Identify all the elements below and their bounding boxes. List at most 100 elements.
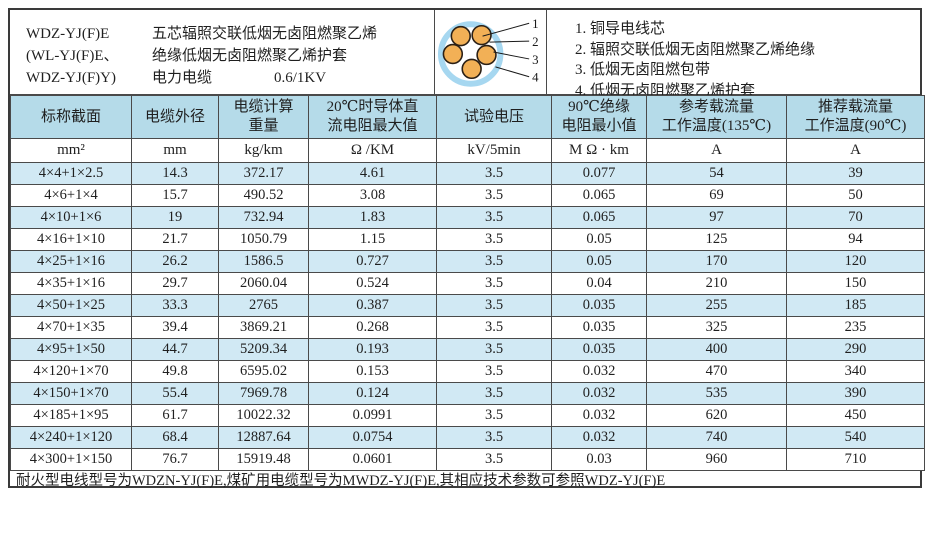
- description-line: 绝缘低烟无卤阻燃聚乙烯护套: [152, 48, 348, 64]
- table-cell: 4×4+1×2.5: [10, 162, 132, 185]
- voltage-rating: 0.6/1KV: [274, 70, 327, 86]
- table-cell: 185: [786, 294, 925, 317]
- table-cell: 4×120+1×70: [10, 360, 132, 383]
- table-cell: 70: [786, 206, 925, 229]
- column-header: 电缆计算 重量: [218, 95, 309, 139]
- table-cell: 0.065: [551, 184, 647, 207]
- table-cell: 0.0754: [308, 426, 437, 449]
- table-cell: 170: [646, 250, 787, 273]
- cable-type-label: 电力电缆: [152, 70, 213, 86]
- table-cell: 3.5: [436, 162, 552, 185]
- cable-core: [476, 44, 497, 66]
- table-cell: 68.4: [131, 426, 219, 449]
- model-code-line: WDZ-YJ(F)E: [26, 26, 110, 42]
- cable-core: [471, 24, 492, 46]
- table-row: 4×185+1×95 61.7 10022.32 0.0991 3.5 0.032 620 4…: [10, 404, 925, 427]
- column-header: 标称截面: [10, 95, 132, 139]
- column-unit: mm: [131, 138, 219, 163]
- table-cell: 15919.48: [218, 448, 309, 471]
- table-cell: 0.0601: [308, 448, 437, 471]
- table-cell: 0.05: [551, 250, 647, 273]
- table-cell: 15.7: [131, 184, 219, 207]
- table-cell: 1050.79: [218, 228, 309, 251]
- spec-table: 标称截面 电缆外径 电缆计算 重量 20℃时导体直 流电阻最大值 试验电压 90…: [10, 95, 925, 471]
- cable-core: [461, 58, 482, 80]
- table-cell: 0.077: [551, 162, 647, 185]
- table-cell: 620: [646, 404, 787, 427]
- column-unit: kg/km: [218, 138, 309, 163]
- table-cell: 55.4: [131, 382, 219, 405]
- table-cell: 3.5: [436, 228, 552, 251]
- title-section: WDZ-YJ(F)E (WL-YJ(F)E、 WDZ-YJ(F)Y) 五芯辐照交…: [10, 10, 920, 99]
- table-cell: 26.2: [131, 250, 219, 273]
- table-cell: 94: [786, 228, 925, 251]
- table-cell: 4×10+1×6: [10, 206, 132, 229]
- table-cell: 97: [646, 206, 787, 229]
- table-cell: 4×150+1×70: [10, 382, 132, 405]
- column-header: 90℃绝缘 电阻最小值: [551, 95, 647, 139]
- table-cell: 0.035: [551, 338, 647, 361]
- table-cell: 3.5: [436, 360, 552, 383]
- callout-line: [495, 66, 530, 78]
- table-cell: 3.5: [436, 206, 552, 229]
- table-cell: 0.065: [551, 206, 647, 229]
- table-cell: 0.04: [551, 272, 647, 295]
- column-unit: A: [646, 138, 787, 163]
- table-cell: 4.61: [308, 162, 437, 185]
- table-cell: 49.8: [131, 360, 219, 383]
- table-cell: 0.035: [551, 294, 647, 317]
- table-cell: 1586.5: [218, 250, 309, 273]
- table-cell: 10022.32: [218, 404, 309, 427]
- model-code-line: WDZ-YJ(F)Y): [26, 70, 116, 86]
- table-cell: 450: [786, 404, 925, 427]
- table-cell: 732.94: [218, 206, 309, 229]
- table-row: 4×16+1×10 21.7 1050.79 1.15 3.5 0.05 125 94: [10, 228, 925, 251]
- table-cell: 3.5: [436, 316, 552, 339]
- table-cell: 4×240+1×120: [10, 426, 132, 449]
- table-cell: 0.032: [551, 360, 647, 383]
- table-cell: 2765: [218, 294, 309, 317]
- table-row: 4×120+1×70 49.8 6595.02 0.153 3.5 0.032 470 340: [10, 360, 925, 383]
- table-cell: 3.5: [436, 250, 552, 273]
- table-cell: 255: [646, 294, 787, 317]
- callout-line: [482, 22, 530, 37]
- legend-item: 4. 低烟无卤阻燃聚乙烯护套: [575, 82, 756, 99]
- table-cell: 3869.21: [218, 316, 309, 339]
- table-units-row: mm² mm kg/km Ω /KM kV/5min M Ω · km A A: [10, 138, 925, 163]
- column-header: 20℃时导体直 流电阻最大值: [308, 95, 437, 139]
- table-cell: 5209.34: [218, 338, 309, 361]
- callout-number: 2: [532, 35, 538, 49]
- table-cell: 0.153: [308, 360, 437, 383]
- legend-item: 1. 铜导电线芯: [575, 21, 666, 37]
- table-cell: 39: [786, 162, 925, 185]
- table-cell: 0.05: [551, 228, 647, 251]
- cable-cross-section-diagram: 1 2 3 4: [437, 17, 539, 87]
- table-cell: 125: [646, 228, 787, 251]
- footnote: 耐火型电线型号为WDZN-YJ(F)E,煤矿用电缆型号为MWDZ-YJ(F)E,…: [16, 473, 666, 489]
- table-cell: 372.17: [218, 162, 309, 185]
- table-cell: 960: [646, 448, 787, 471]
- table-cell: 44.7: [131, 338, 219, 361]
- table-cell: 3.08: [308, 184, 437, 207]
- table-cell: 69: [646, 184, 787, 207]
- table-cell: 33.3: [131, 294, 219, 317]
- column-unit: mm²: [10, 138, 132, 163]
- table-row: 4×50+1×25 33.3 2765 0.387 3.5 0.035 255 185: [10, 294, 925, 317]
- table-cell: 4×25+1×16: [10, 250, 132, 273]
- table-cell: 710: [786, 448, 925, 471]
- table-cell: 4×35+1×16: [10, 272, 132, 295]
- legend-cell: 1. 铜导电线芯 2. 辐照交联低烟无卤阻燃聚乙烯绝缘 3. 低烟无卤阻燃包带 …: [546, 10, 920, 99]
- table-cell: 0.268: [308, 316, 437, 339]
- table-cell: 540: [786, 426, 925, 449]
- callout-line: [493, 51, 530, 60]
- table-cell: 14.3: [131, 162, 219, 185]
- table-cell: 4×95+1×50: [10, 338, 132, 361]
- table-cell: 61.7: [131, 404, 219, 427]
- table-cell: 21.7: [131, 228, 219, 251]
- table-cell: 0.032: [551, 426, 647, 449]
- table-row: 4×10+1×6 19 732.94 1.83 3.5 0.065 97 70: [10, 206, 925, 229]
- column-header: 推荐载流量 工作温度(90℃): [786, 95, 925, 139]
- table-cell: 4×70+1×35: [10, 316, 132, 339]
- callout-line: [489, 40, 530, 43]
- column-unit: kV/5min: [436, 138, 552, 163]
